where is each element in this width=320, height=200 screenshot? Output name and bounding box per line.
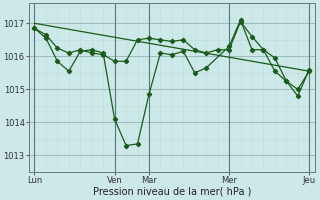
X-axis label: Pression niveau de la mer( hPa ): Pression niveau de la mer( hPa ) [93, 187, 251, 197]
